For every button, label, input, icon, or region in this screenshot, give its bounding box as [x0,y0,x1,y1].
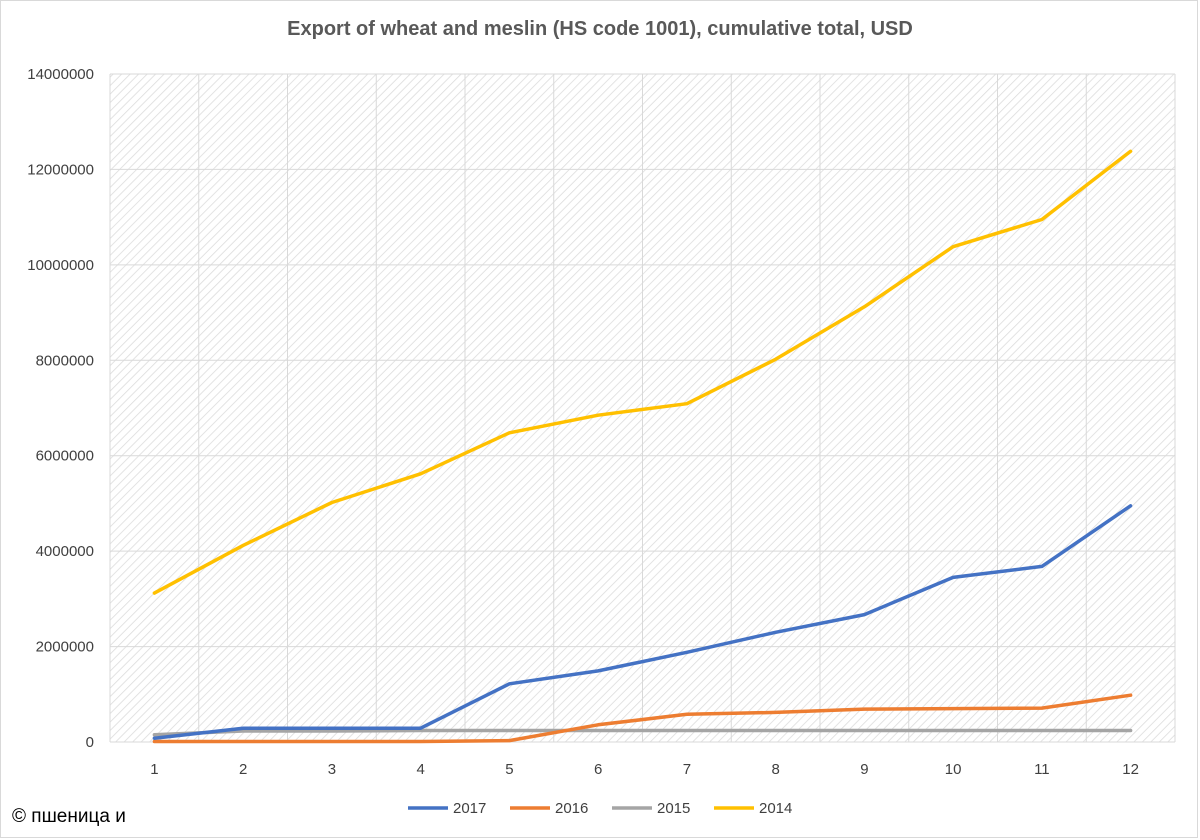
y-tick-label: 4000000 [36,543,94,560]
x-tick-label: 3 [328,761,336,778]
x-tick-label: 2 [239,761,247,778]
series-lines [152,149,1133,744]
x-tick-label: 5 [505,761,513,778]
y-tick-label: 14000000 [27,66,94,83]
x-tick-label: 4 [416,761,424,778]
series-line-2014 [152,149,1133,595]
y-tick-label: 12000000 [27,161,94,178]
legend-label-2016: 2016 [555,800,588,817]
y-tick-label: 0 [86,734,94,751]
legend-label-2017: 2017 [453,800,486,817]
x-tick-label: 7 [683,761,691,778]
x-tick-label: 10 [945,761,962,778]
legend-label-2015: 2015 [657,800,690,817]
x-tick-label: 12 [1122,761,1139,778]
y-tick-label: 8000000 [36,352,94,369]
legend: 2017 2016 2015 2014 [408,800,792,817]
x-tick-label: 9 [860,761,868,778]
y-tick-label: 2000000 [36,639,94,656]
series-line-2015 [152,728,1133,737]
y-tick-label: 10000000 [27,257,94,274]
series-line-2017 [152,504,1133,740]
copyright-text: © пшеница и [12,806,126,827]
legend-label-2014: 2014 [759,800,792,817]
x-tick-label: 11 [1034,761,1050,778]
x-tick-label: 8 [771,761,779,778]
chart-title: Export of wheat and meslin (HS code 1001… [287,18,913,40]
series-line-2016 [152,693,1133,744]
x-tick-label: 1 [150,761,158,778]
y-tick-label: 6000000 [36,448,94,465]
gridlines [109,73,1176,742]
x-tick-label: 6 [594,761,602,778]
axes: 0 2000000 4000000 6000000 8000000 10000000 120… [27,66,1175,778]
